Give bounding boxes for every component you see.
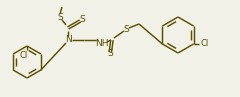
Text: NH: NH	[95, 39, 109, 48]
Text: S: S	[107, 49, 113, 58]
Text: S: S	[57, 13, 63, 22]
Text: S: S	[79, 16, 85, 25]
Text: N: N	[65, 36, 71, 45]
Text: Cl: Cl	[20, 51, 28, 59]
Text: Cl: Cl	[200, 39, 209, 48]
Text: S: S	[123, 25, 129, 33]
